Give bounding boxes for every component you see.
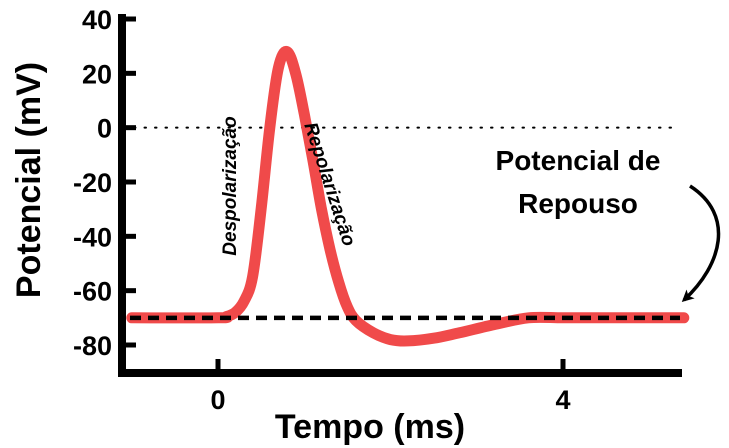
resting-annotation-line-2: Repouso xyxy=(518,188,638,219)
y-tick-label: -20 xyxy=(73,168,112,198)
y-tick-label: 40 xyxy=(82,5,112,35)
x-axis-title: Tempo (ms) xyxy=(275,408,465,446)
y-tick-label: -80 xyxy=(73,331,112,361)
y-tick-label: 20 xyxy=(82,59,112,89)
x-tick-label: 4 xyxy=(555,385,570,415)
y-tick-label: -40 xyxy=(73,222,112,252)
depolarization-label: Despolarização xyxy=(220,116,241,255)
resting-annotation-line-1: Potencial de xyxy=(496,145,661,176)
resting-annotation-arrow xyxy=(681,184,721,303)
membrane-potential-curve xyxy=(126,46,690,347)
y-tick-label: 0 xyxy=(97,114,112,144)
y-ticks: 40 20 0 -20 -40 -60 -80 xyxy=(73,5,136,361)
x-tick-label: 0 xyxy=(210,385,225,415)
y-axis-title: Potencial (mV) xyxy=(10,62,48,298)
y-tick-label: -60 xyxy=(73,277,112,307)
